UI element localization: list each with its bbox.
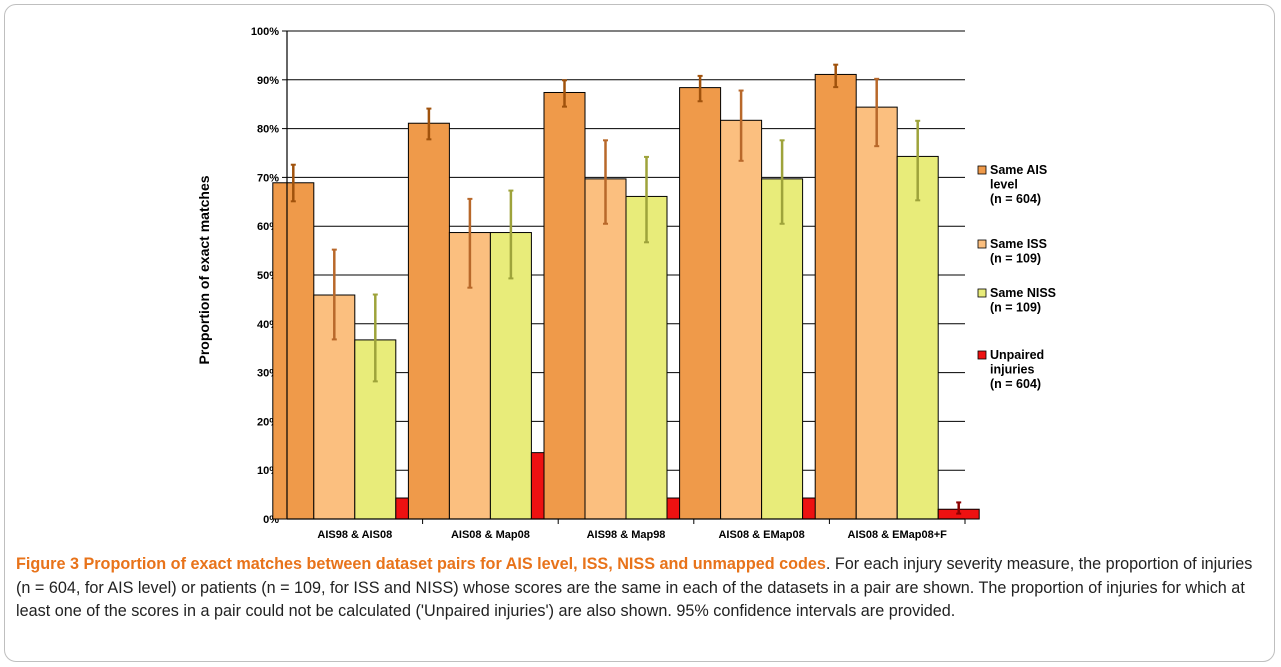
bar xyxy=(720,119,763,520)
bar xyxy=(896,155,939,520)
caption-text: . For each injury severity measure, the … xyxy=(16,555,1253,620)
legend-item: Same ISS(n = 109) xyxy=(977,237,1047,266)
legend-label: injuries xyxy=(990,363,1035,377)
bar xyxy=(407,122,450,520)
x-tick-label: AIS98 & Map98 xyxy=(587,529,666,541)
y-axis-label: Proportion of exact matches xyxy=(196,175,212,364)
bar xyxy=(584,178,627,520)
legend-label: (n = 604) xyxy=(990,192,1041,206)
legend-swatch xyxy=(977,350,987,360)
bar xyxy=(272,182,315,520)
y-tick-label: 70% xyxy=(257,172,279,184)
bar xyxy=(679,87,722,520)
plot-area: 0%10%20%30%40%50%60%70%80%90%100%AIS98 &… xyxy=(251,26,980,541)
x-tick-label: AIS08 & EMap08 xyxy=(718,529,804,541)
legend-label: Same NISS xyxy=(990,286,1056,300)
y-tick-label: 100% xyxy=(251,26,279,38)
bar xyxy=(761,178,804,520)
legend-label: (n = 109) xyxy=(990,301,1041,315)
bar xyxy=(625,195,668,520)
legend-label: Same ISS xyxy=(990,237,1047,251)
x-tick-label: AIS98 & AIS08 xyxy=(317,529,392,541)
bar xyxy=(814,73,857,520)
legend-swatch xyxy=(977,239,987,249)
figure-caption: Figure 3 Proportion of exact matches bet… xyxy=(16,553,1268,624)
y-tick-label: 90% xyxy=(257,75,279,87)
x-tick-label: AIS08 & EMap08+F xyxy=(848,529,948,541)
legend-swatch xyxy=(977,165,987,175)
legend-swatch xyxy=(977,288,987,298)
legend-item: Same NISS(n = 109) xyxy=(977,286,1056,315)
bar xyxy=(855,106,898,520)
y-tick-label: 80% xyxy=(257,124,279,136)
x-tick-label: AIS08 & Map08 xyxy=(451,529,530,541)
legend-label: level xyxy=(990,178,1018,192)
caption-title: Figure 3 Proportion of exact matches bet… xyxy=(16,555,826,573)
legend-label: (n = 109) xyxy=(990,252,1041,266)
legend-label: Unpaired xyxy=(990,348,1044,362)
legend-label: (n = 604) xyxy=(990,377,1041,391)
bar xyxy=(543,91,586,520)
legend-label: Same AIS xyxy=(990,163,1047,177)
